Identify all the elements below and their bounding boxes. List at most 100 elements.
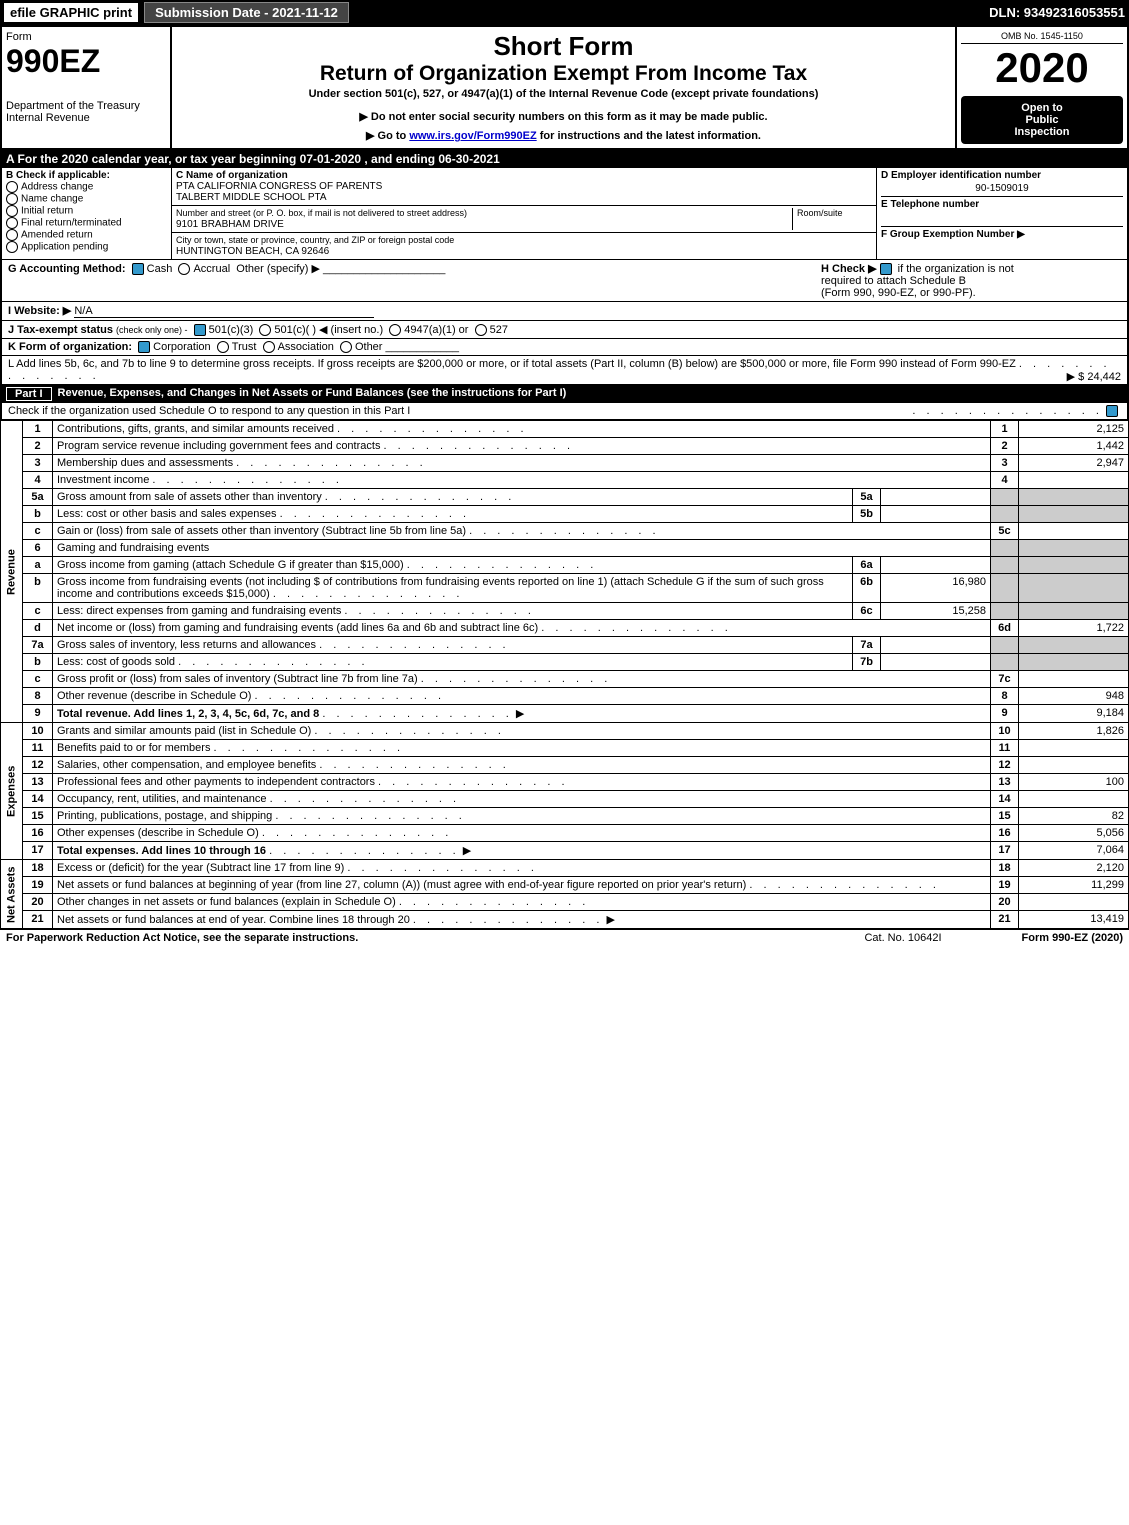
chk-501c[interactable] [259, 324, 271, 336]
line-number: 21 [23, 911, 53, 929]
chk-trust[interactable] [217, 341, 229, 353]
line-number: 12 [23, 757, 53, 774]
line-l-text: L Add lines 5b, 6c, and 7b to line 9 to … [8, 358, 1016, 370]
line-number: b [23, 574, 53, 603]
line-number: 7a [23, 637, 53, 654]
line-desc: Total expenses. Add lines 10 through 16 … [53, 842, 991, 860]
line-val [1019, 894, 1129, 911]
chk-h[interactable] [880, 263, 892, 275]
box-c-label: C Name of organization [176, 170, 288, 181]
line-ref: 2 [991, 438, 1019, 455]
line-desc: Gross income from gaming (attach Schedul… [53, 557, 853, 574]
line-j-label: J Tax-exempt status [8, 324, 113, 336]
chk-final[interactable] [6, 217, 18, 229]
chk-name[interactable] [6, 193, 18, 205]
table-row: 17Total expenses. Add lines 10 through 1… [1, 842, 1129, 860]
line-k: K Form of organization: Corporation Trus… [0, 339, 1129, 356]
line-ref: 11 [991, 740, 1019, 757]
line-val: 7,064 [1019, 842, 1129, 860]
box-d-label: D Employer identification number [881, 170, 1041, 181]
chk-pending[interactable] [6, 241, 18, 253]
table-row: cGross profit or (loss) from sales of in… [1, 671, 1129, 688]
header-right: OMB No. 1545-1150 2020 Open to Public In… [957, 27, 1127, 148]
chk-cash[interactable] [132, 263, 144, 275]
box-e-label: E Telephone number [881, 199, 979, 210]
section-label: Revenue [1, 421, 23, 723]
table-row: dNet income or (loss) from gaming and fu… [1, 620, 1129, 637]
line-number: 1 [23, 421, 53, 438]
chk-part1[interactable] [1106, 405, 1118, 417]
tax-year: 2020 [961, 44, 1123, 92]
line-number: d [23, 620, 53, 637]
chk-assoc[interactable] [263, 341, 275, 353]
line-g-h: G Accounting Method: Cash Accrual Other … [0, 260, 1129, 302]
line-l: L Add lines 5b, 6c, and 7b to line 9 to … [0, 356, 1129, 385]
sub-line-val [881, 489, 991, 506]
line-desc: Net assets or fund balances at beginning… [53, 877, 991, 894]
line-ref: 19 [991, 877, 1019, 894]
line-number: 3 [23, 455, 53, 472]
table-row: 21Net assets or fund balances at end of … [1, 911, 1129, 929]
line-desc: Gross profit or (loss) from sales of inv… [53, 671, 991, 688]
line-number: 11 [23, 740, 53, 757]
box-def: D Employer identification number 90-1509… [877, 168, 1127, 259]
line-number: 15 [23, 808, 53, 825]
info-grid: B Check if applicable: Address change Na… [0, 168, 1129, 260]
irs-link[interactable]: www.irs.gov/Form990EZ [409, 130, 536, 142]
box-c: C Name of organization PTA CALIFORNIA CO… [172, 168, 877, 259]
chk-4947[interactable] [389, 324, 401, 336]
line-ref: 9 [991, 705, 1019, 723]
sub-line-no: 5a [853, 489, 881, 506]
line-desc: Gain or (loss) from sale of assets other… [53, 523, 991, 540]
line-val-shade [1019, 637, 1129, 654]
sub-line-val [881, 654, 991, 671]
sub-line-val: 15,258 [881, 603, 991, 620]
chk-corp[interactable] [138, 341, 150, 353]
goto-note: ▶ Go to www.irs.gov/Form990EZ for instru… [180, 129, 947, 142]
goto-pre: ▶ Go to [366, 130, 409, 142]
form-header: Form 990EZ Department of the Treasury In… [0, 25, 1129, 150]
line-val: 1,442 [1019, 438, 1129, 455]
org-name-2: TALBERT MIDDLE SCHOOL PTA [176, 192, 327, 203]
line-ref-shade [991, 654, 1019, 671]
line-val-shade [1019, 506, 1129, 523]
chk-accrual[interactable] [178, 263, 190, 275]
line-number: 20 [23, 894, 53, 911]
line-desc: Excess or (deficit) for the year (Subtra… [53, 860, 991, 877]
opt-other-org: Other [355, 341, 383, 353]
chk-address[interactable] [6, 181, 18, 193]
opt-527: 527 [490, 324, 508, 336]
chk-other-org[interactable] [340, 341, 352, 353]
line-ref-shade [991, 489, 1019, 506]
line-desc: Total revenue. Add lines 1, 2, 3, 4, 5c,… [53, 705, 991, 723]
opt-pending: Application pending [21, 242, 108, 253]
line-val: 13,419 [1019, 911, 1129, 929]
chk-initial[interactable] [6, 205, 18, 217]
line-ref-shade [991, 506, 1019, 523]
line-val-shade [1019, 540, 1129, 557]
chk-501c3[interactable] [194, 324, 206, 336]
org-address: 9101 BRABHAM DRIVE [176, 219, 284, 230]
table-row: 19Net assets or fund balances at beginni… [1, 877, 1129, 894]
line-ref-shade [991, 557, 1019, 574]
part1-table: Revenue1Contributions, gifts, grants, an… [0, 420, 1129, 929]
line-number: 13 [23, 774, 53, 791]
line-desc: Occupancy, rent, utilities, and maintena… [53, 791, 991, 808]
chk-527[interactable] [475, 324, 487, 336]
box-f-label: F Group Exemption Number ▶ [881, 229, 1025, 240]
table-row: 2Program service revenue including gover… [1, 438, 1129, 455]
line-desc: Investment income [53, 472, 991, 489]
line-k-label: K Form of organization: [8, 341, 132, 353]
opt-501c3: 501(c)(3) [209, 324, 254, 336]
inspect-2: Public [967, 114, 1117, 126]
opt-other: Other (specify) ▶ [236, 263, 320, 275]
table-row: 6Gaming and fundraising events [1, 540, 1129, 557]
line-number: b [23, 654, 53, 671]
line-ref: 16 [991, 825, 1019, 842]
line-ref: 3 [991, 455, 1019, 472]
line-val: 2,947 [1019, 455, 1129, 472]
chk-amended[interactable] [6, 229, 18, 241]
line-i: I Website: ▶ N/A [0, 302, 1129, 321]
line-number: c [23, 603, 53, 620]
line-number: 10 [23, 723, 53, 740]
